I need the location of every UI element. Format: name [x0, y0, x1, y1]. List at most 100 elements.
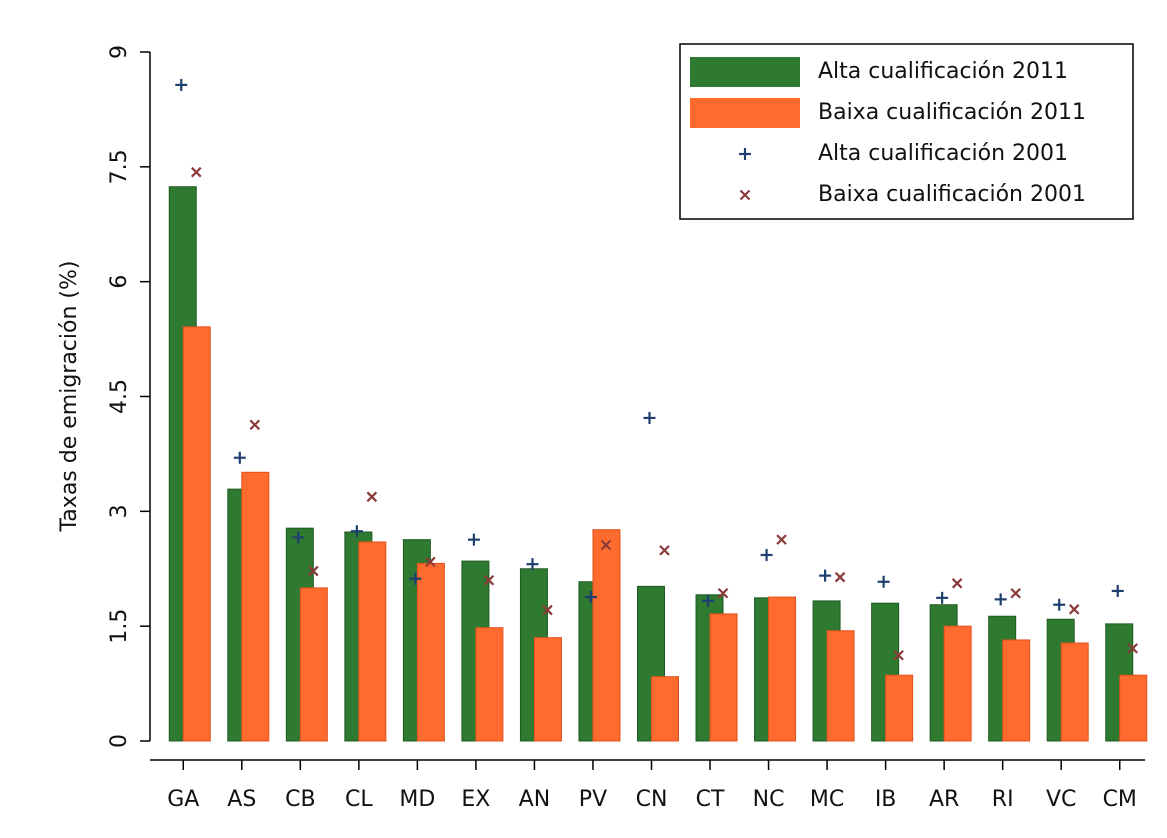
y-axis-label: Taxas de emigración (%): [57, 261, 82, 533]
cross-marker: [893, 649, 904, 661]
plus-marker: [467, 533, 480, 546]
bar: [475, 627, 504, 742]
legend-label: Alta cualificación 2001: [818, 141, 1068, 166]
cross-marker: [834, 571, 846, 583]
x-tick-label: CB: [285, 787, 315, 812]
plus-marker: [1053, 598, 1066, 611]
x-tick-label: NC: [753, 787, 785, 812]
legend-swatch: [690, 57, 800, 87]
bar: [592, 529, 621, 742]
cross-marker: [1127, 643, 1139, 654]
bar: [885, 674, 914, 742]
marker-stroke: [308, 565, 319, 577]
x-tick-label: IB: [875, 787, 897, 812]
marker-stroke: [600, 539, 612, 551]
bar: [241, 471, 270, 742]
marker-stroke: [1068, 604, 1080, 615]
bar: [299, 587, 328, 742]
cross-marker: [366, 491, 378, 503]
marker-stroke: [834, 571, 846, 583]
cross-marker: [1068, 604, 1080, 615]
marker-stroke: [951, 578, 963, 589]
x-tick-label: CT: [696, 787, 725, 812]
legend-label: Baixa cualificación 2011: [818, 100, 1086, 125]
x-tick-label: CN: [636, 787, 668, 812]
plus-marker: [233, 451, 246, 464]
plus-marker: [877, 575, 890, 588]
plus-marker: [175, 78, 188, 91]
y-tick-label: 0: [107, 734, 132, 748]
marker-stroke: [249, 419, 261, 431]
y-tick-label: 1.5: [107, 609, 132, 644]
marker-stroke: [425, 556, 436, 568]
legend-label: Alta cualificación 2011: [818, 59, 1068, 84]
cross-marker: [951, 578, 963, 589]
plus-marker: [994, 593, 1007, 606]
cross-marker: [776, 534, 787, 545]
plus-marker: [409, 572, 422, 585]
y-tick-label: 6: [107, 275, 132, 289]
y-tick-label: 3: [107, 504, 132, 518]
cross-marker: [190, 166, 202, 178]
bar: [182, 326, 211, 742]
legend-label: Baixa cualificación 2001: [818, 182, 1086, 207]
bar: [416, 562, 445, 742]
bar: [1119, 674, 1148, 742]
plus-marker: [760, 548, 773, 561]
cross-marker: [542, 604, 553, 616]
x-tick-label: MD: [399, 787, 435, 812]
plus-marker: [819, 569, 832, 582]
bar: [358, 541, 387, 742]
marker-stroke: [483, 574, 495, 586]
marker-stroke: [659, 545, 670, 556]
x-tick-label: CM: [1103, 787, 1137, 812]
x-tick-label: VC: [1046, 787, 1076, 812]
x-tick-label: EX: [461, 787, 490, 812]
marker-stroke: [542, 604, 553, 616]
y-tick-label: 4.5: [107, 379, 132, 414]
cross-marker: [1010, 587, 1021, 599]
cross-marker: [739, 189, 751, 201]
plus-marker: [584, 591, 597, 604]
bar: [533, 637, 562, 742]
cross-marker: [659, 545, 670, 556]
plus-marker: [702, 594, 715, 607]
y-tick-label: 7.5: [107, 149, 132, 184]
bar: [651, 676, 679, 742]
marker-stroke: [893, 649, 904, 661]
x-tick-label: AS: [227, 787, 256, 812]
x-tick-label: CL: [345, 787, 373, 812]
marker-stroke: [739, 189, 751, 201]
x-tick-label: AR: [929, 787, 959, 812]
plus-marker: [936, 591, 949, 604]
cross-marker: [425, 556, 436, 568]
x-tick-label: PV: [579, 787, 607, 812]
bar: [943, 625, 972, 742]
marker-stroke: [1127, 643, 1139, 654]
x-tick-label: RI: [992, 787, 1014, 812]
cross-marker: [717, 587, 729, 599]
x-tick-label: MC: [810, 787, 844, 812]
plus-marker: [526, 558, 539, 571]
bar: [709, 613, 738, 742]
marker-stroke: [717, 587, 729, 599]
bar: [1060, 642, 1089, 742]
cross-marker: [308, 565, 319, 577]
plus-marker: [739, 148, 751, 160]
plus-marker: [643, 411, 656, 424]
cross-marker: [483, 574, 495, 586]
marker-stroke: [776, 534, 787, 545]
x-tick-label: AN: [519, 787, 551, 812]
plus-marker: [292, 531, 305, 544]
marker-stroke: [190, 166, 202, 178]
bar: [826, 630, 855, 742]
bar: [1002, 639, 1031, 742]
cross-marker: [600, 539, 612, 551]
bar: [768, 596, 797, 742]
marker-stroke: [1010, 587, 1021, 599]
cross-marker: [249, 419, 261, 431]
legend-swatch: [690, 98, 800, 128]
x-tick-label: GA: [167, 787, 199, 812]
y-tick-label: 9: [107, 45, 132, 59]
